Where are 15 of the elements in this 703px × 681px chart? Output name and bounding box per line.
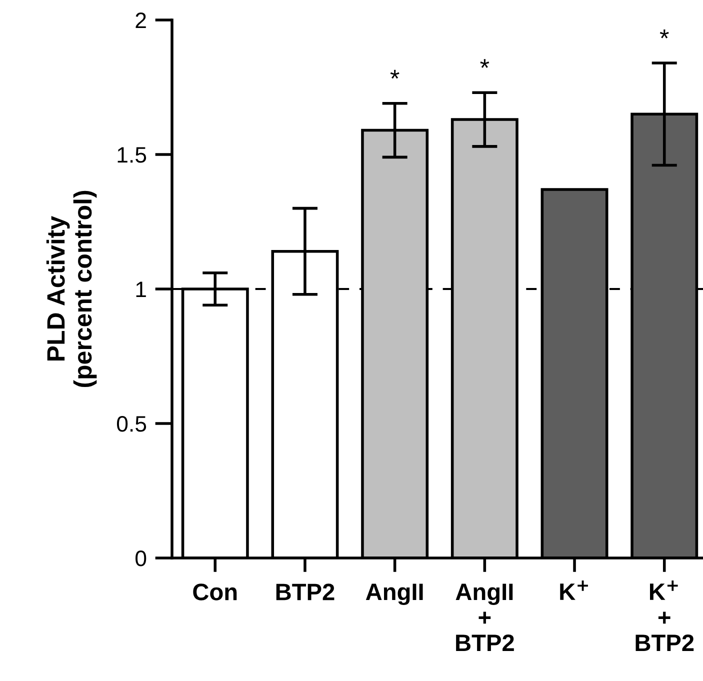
- y-axis-title: PLD Activity (percent control): [46, 190, 97, 388]
- y-tick-label: 0: [136, 550, 146, 566]
- data-label: *: [660, 30, 669, 38]
- x-tick-label: K$^{+}$: [560, 580, 588, 600]
- x-tick-label: BTP2: [276, 584, 334, 600]
- y-tick-label: 1: [136, 282, 146, 298]
- y-tick-label: 0.5: [116, 416, 146, 432]
- data-label: *: [390, 70, 400, 79]
- x-tick-label: AngII + BTP2: [456, 584, 514, 651]
- y-tick-label: 2: [136, 12, 146, 28]
- data-label: *: [480, 59, 490, 68]
- category-label: K$^{+}$ + BTP2: [636, 580, 694, 651]
- y-tick-label: 1.5: [118, 147, 146, 163]
- x-tick-label: AngII: [366, 584, 423, 606]
- x-tick-label: Con: [193, 584, 237, 600]
